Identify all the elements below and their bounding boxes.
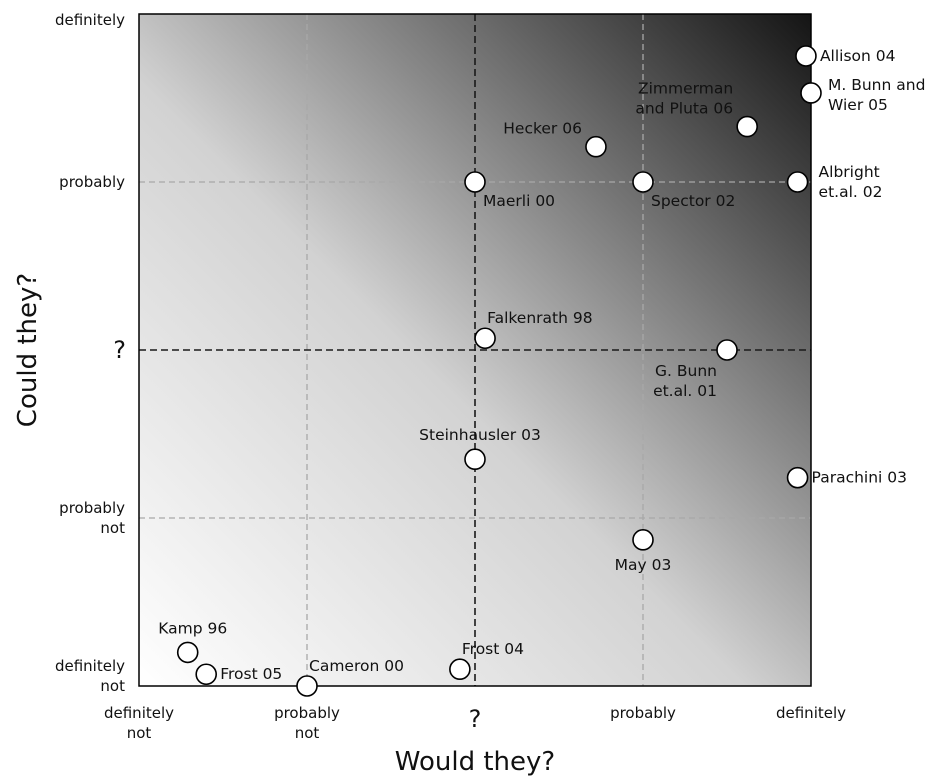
data-point-12: Kamp 96 bbox=[158, 619, 227, 664]
point-label: Hecker 06 bbox=[503, 120, 582, 138]
point-label: Steinhausler 03 bbox=[419, 426, 541, 444]
point-marker bbox=[176, 641, 199, 664]
point-label: Frost 05 bbox=[220, 665, 282, 683]
point-marker bbox=[632, 529, 654, 551]
point-label: M. Bunn and Wier 05 bbox=[828, 76, 925, 114]
data-point-2: Zimmerman and Pluta 06 bbox=[635, 80, 758, 138]
point-label: Maerli 00 bbox=[483, 192, 555, 210]
point-marker bbox=[449, 658, 471, 681]
point-marker bbox=[474, 327, 496, 350]
x-axis-title: Would they? bbox=[395, 747, 555, 777]
point-marker bbox=[632, 171, 654, 193]
point-label: Zimmerman and Pluta 06 bbox=[635, 80, 733, 118]
x-tick-label-1: probably not bbox=[274, 704, 340, 742]
point-label: Allison 04 bbox=[820, 47, 896, 65]
data-point-6: Albright et.al. 02 bbox=[786, 163, 883, 201]
point-label: G. Bunn et.al. 01 bbox=[653, 362, 717, 400]
y-tick-label-3: probably not bbox=[59, 499, 125, 537]
x-tick-label-3: probably bbox=[610, 704, 676, 722]
data-point-11: May 03 bbox=[615, 529, 672, 574]
point-label: Falkenrath 98 bbox=[487, 309, 593, 327]
point-label: Albright et.al. 02 bbox=[819, 163, 883, 201]
point-marker bbox=[195, 663, 217, 686]
x-tick-label-0: definitely not bbox=[104, 704, 174, 742]
x-tick-label-4: definitely bbox=[776, 704, 846, 722]
point-marker bbox=[716, 339, 738, 361]
y-tick-label-2: ? bbox=[113, 336, 126, 364]
data-point-7: Falkenrath 98 bbox=[474, 309, 593, 350]
data-point-13: Frost 05 bbox=[195, 663, 282, 686]
point-label: Frost 04 bbox=[462, 640, 524, 658]
point-marker bbox=[464, 448, 486, 471]
data-point-1: M. Bunn and Wier 05 bbox=[800, 76, 925, 114]
data-point-5: Spector 02 bbox=[632, 171, 735, 210]
y-tick-label-0: definitely bbox=[55, 11, 125, 29]
data-point-0: Allison 04 bbox=[795, 45, 896, 67]
data-point-15: Cameron 00 bbox=[296, 657, 404, 697]
point-label: Parachini 03 bbox=[812, 469, 907, 487]
y-tick-label-4: definitely not bbox=[55, 657, 125, 695]
point-marker bbox=[795, 45, 817, 67]
data-point-9: Steinhausler 03 bbox=[419, 426, 541, 471]
data-points: Allison 04 M. Bunn and Wier 05 Zimmerman and… bbox=[158, 45, 925, 697]
point-marker bbox=[464, 171, 486, 193]
data-point-10: Parachini 03 bbox=[786, 466, 907, 489]
point-label: Kamp 96 bbox=[158, 619, 227, 637]
y-tick-label-1: probably bbox=[59, 173, 125, 191]
point-marker bbox=[736, 115, 758, 138]
data-point-8: G. Bunn et.al. 01 bbox=[653, 339, 738, 400]
point-marker bbox=[786, 466, 809, 489]
plot-frame bbox=[138, 13, 812, 687]
x-tick-label-2: ? bbox=[469, 705, 482, 733]
data-point-4: Maerli 00 bbox=[464, 171, 555, 210]
tick-labels: definitely not probably not? probably definit… bbox=[55, 11, 846, 742]
point-label: Cameron 00 bbox=[309, 657, 404, 675]
data-point-14: Frost 04 bbox=[449, 640, 524, 681]
point-label: Spector 02 bbox=[651, 192, 735, 210]
point-marker bbox=[585, 135, 607, 158]
point-marker bbox=[296, 675, 318, 697]
y-axis-title: Could they? bbox=[13, 273, 43, 427]
point-marker bbox=[800, 82, 822, 104]
point-marker bbox=[786, 171, 809, 193]
point-label: May 03 bbox=[615, 556, 672, 574]
data-point-3: Hecker 06 bbox=[503, 120, 607, 158]
